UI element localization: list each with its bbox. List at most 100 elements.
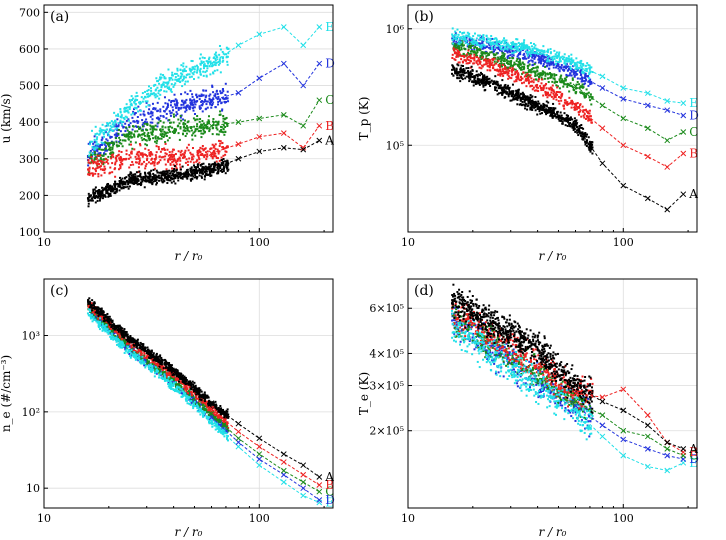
scatter-point [521, 77, 524, 80]
scatter-point [201, 56, 204, 59]
scatter-point [548, 64, 551, 67]
scatter-point [566, 124, 569, 127]
scatter-point [216, 172, 219, 175]
scatter-point [563, 59, 566, 62]
scatter-point [188, 73, 191, 76]
scatter-point [182, 77, 185, 80]
scatter-point [205, 69, 208, 72]
scatter-point [542, 86, 545, 89]
scatter-point [477, 34, 480, 37]
scatter-point [198, 95, 201, 98]
scatter-point [208, 167, 211, 170]
scatter-point [473, 42, 476, 45]
scatter-point [548, 67, 551, 70]
scatter-point [102, 148, 105, 151]
scatter-point [518, 52, 521, 55]
scatter-point [462, 68, 465, 71]
scatter-point [571, 103, 574, 106]
scatter-point [179, 174, 182, 177]
scatter-point [141, 178, 144, 181]
scatter-point [511, 50, 514, 53]
scatter-point [169, 179, 172, 182]
scatter-point [224, 163, 227, 166]
scatter-point [470, 60, 473, 63]
scatter-point [183, 125, 186, 128]
scatter-point [529, 52, 532, 55]
scatter-point [567, 118, 570, 121]
scatter-point [532, 78, 535, 81]
scatter-point [460, 43, 463, 46]
scatter-point [504, 68, 507, 71]
scatter-point [124, 183, 127, 186]
series-A-marker [208, 166, 215, 173]
scatter-point [467, 48, 470, 51]
scatter-point [196, 123, 199, 126]
scatter-point [209, 103, 212, 106]
scatter-point [216, 148, 219, 151]
scatter-point [519, 48, 522, 51]
scatter-point [169, 125, 172, 128]
scatter-point [174, 131, 177, 134]
scatter-point [509, 51, 512, 54]
scatter-point [463, 55, 466, 58]
scatter-point [537, 78, 540, 81]
scatter-point [160, 89, 163, 92]
scatter-point [588, 112, 591, 115]
scatter-point [530, 45, 533, 48]
scatter-point [166, 104, 169, 107]
scatter-point [501, 88, 504, 91]
scatter-point [541, 58, 544, 61]
scatter-point [579, 61, 582, 64]
scatter-point [575, 73, 578, 76]
scatter-point [552, 115, 555, 118]
scatter-point [459, 80, 462, 83]
scatter-point [579, 104, 582, 107]
scatter-point [588, 115, 591, 118]
scatter-point [212, 163, 215, 166]
series-E-marker [256, 31, 263, 38]
scatter-point [94, 168, 97, 171]
scatter-point [161, 125, 164, 128]
scatter-point [517, 54, 520, 57]
scatter-point [524, 79, 527, 82]
scatter-point [93, 148, 96, 151]
scatter-point [157, 148, 160, 151]
scatter-point [198, 149, 201, 152]
scatter-point [137, 110, 140, 113]
scatter-point [526, 44, 529, 47]
scatter-point [491, 37, 494, 40]
scatter-point [478, 44, 481, 47]
scatter-point [158, 177, 161, 180]
series-E-marker [680, 100, 687, 106]
scatter-point [160, 86, 163, 89]
scatter-point [578, 106, 581, 109]
series-C-scatter [87, 110, 229, 174]
scatter-point [476, 51, 479, 54]
scatter-point [474, 54, 477, 57]
scatter-point [586, 75, 589, 78]
scatter-point [173, 84, 176, 87]
scatter-point [99, 196, 102, 199]
scatter-point [561, 92, 564, 95]
scatter-point [573, 127, 576, 130]
scatter-point [568, 60, 571, 63]
scatter-point [217, 95, 220, 98]
series-E-line [211, 26, 320, 65]
scatter-point [566, 116, 569, 119]
scatter-point [561, 120, 564, 123]
scatter-point [117, 185, 120, 188]
scatter-point [165, 107, 168, 110]
scatter-point [191, 102, 194, 105]
scatter-point [164, 141, 167, 144]
scatter-point [452, 35, 455, 38]
scatter-point [173, 72, 176, 75]
scatter-point [460, 70, 463, 73]
scatter-point [542, 51, 545, 54]
scatter-point [540, 73, 543, 76]
scatter-point [94, 153, 97, 156]
scatter-point [121, 124, 124, 127]
scatter-point [145, 139, 148, 142]
scatter-point [152, 172, 155, 175]
scatter-point [127, 111, 130, 114]
scatter-point [524, 107, 527, 110]
